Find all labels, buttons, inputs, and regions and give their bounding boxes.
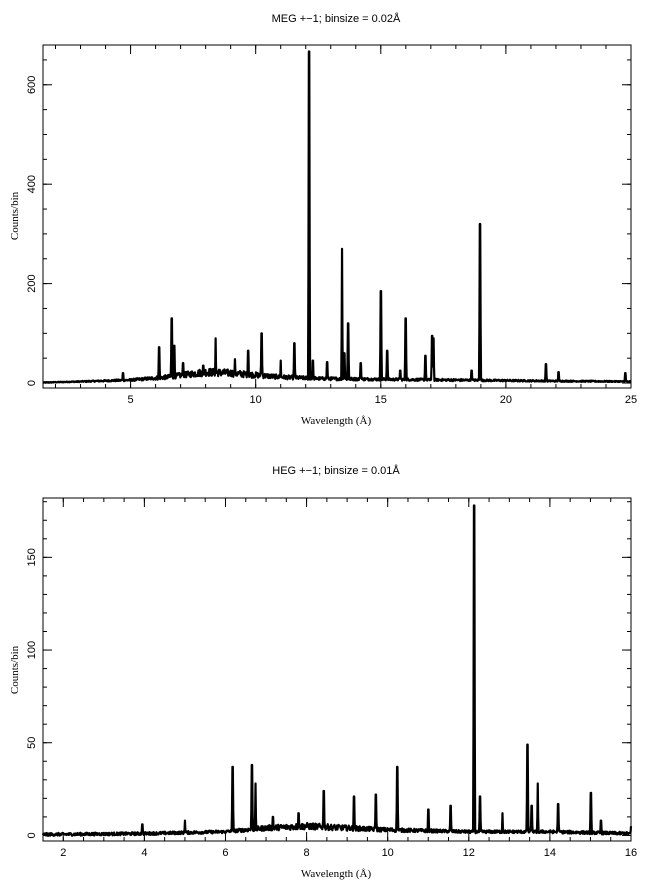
meg-x-axis-label: Wavelength (Å) <box>301 415 372 427</box>
heg-chart-title: HEG +−1; binsize = 0.01Å <box>272 464 400 477</box>
x-tick-label: 25 <box>625 394 637 406</box>
x-tick-label: 14 <box>544 847 556 859</box>
meg-plot-frame <box>42 44 632 389</box>
y-tick-label: 0 <box>26 832 38 838</box>
y-tick-label: 400 <box>26 175 38 193</box>
y-tick-label: 50 <box>26 737 38 749</box>
heg-tick-labels: 2 4 6 8 10 12 14 16 0 50 100 150 <box>26 548 637 859</box>
y-tick-label: 0 <box>26 380 38 386</box>
heg-ticks <box>42 498 632 841</box>
heg-y-axis-label: Counts/bin <box>9 645 21 694</box>
x-tick-label: 10 <box>250 394 262 406</box>
meg-spectrum-line <box>42 50 632 384</box>
x-tick-label: 4 <box>141 847 147 859</box>
heg-spectrum-line <box>41 504 633 837</box>
meg-ticks <box>43 45 632 388</box>
x-tick-label: 6 <box>222 847 228 859</box>
x-tick-label: 2 <box>60 847 66 859</box>
x-tick-label: 16 <box>625 847 637 859</box>
meg-chart-title: MEG +−1; binsize = 0.02Å <box>272 12 401 25</box>
x-tick-label: 15 <box>375 394 387 406</box>
heg-plot-frame <box>42 497 632 842</box>
y-tick-label: 600 <box>26 76 38 94</box>
heg-x-axis-label: Wavelength (Å) <box>301 868 372 880</box>
heg-panel: HEG +−1; binsize = 0.01Å 2 4 6 8 10 12 14 16 0 50… <box>9 464 637 880</box>
y-tick-label: 100 <box>26 641 38 659</box>
y-tick-label: 150 <box>26 548 38 566</box>
meg-y-axis-label: Counts/bin <box>9 191 21 240</box>
x-tick-label: 8 <box>304 847 310 859</box>
meg-panel: MEG +−1; binsize = 0.02Å 5 10 15 20 25 0 200 40… <box>9 12 637 427</box>
x-tick-label: 5 <box>128 394 134 406</box>
x-tick-label: 20 <box>500 394 512 406</box>
x-tick-label: 10 <box>382 847 394 859</box>
meg-tick-labels: 5 10 15 20 25 0 200 400 600 <box>26 76 637 406</box>
x-tick-label: 12 <box>463 847 475 859</box>
y-tick-label: 200 <box>26 274 38 292</box>
